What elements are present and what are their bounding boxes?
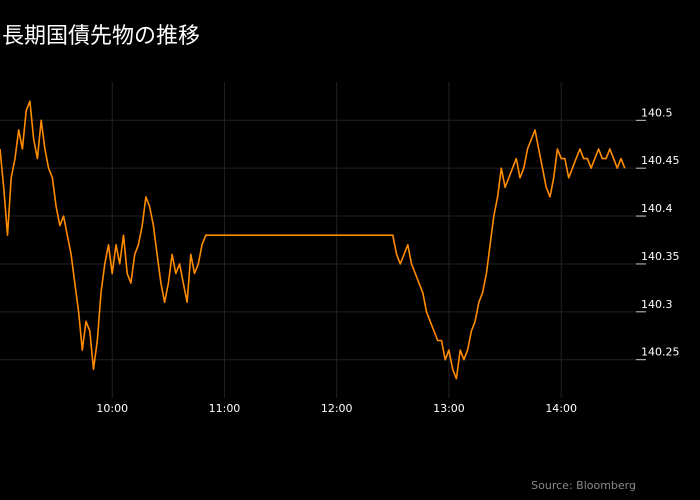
x-tick-label: 10:00 — [96, 402, 128, 415]
grid — [0, 82, 636, 398]
y-tick-label: 140.3 — [641, 298, 673, 311]
x-axis: 10:00 11:00 12:00 13:00 14:00 — [96, 402, 577, 415]
y-axis: 140.25 140.3 140.35 140.4 140.45 140.5 — [636, 106, 680, 361]
x-tick-label: 12:00 — [321, 402, 353, 415]
chart-title: 長期国債先物の推移 — [2, 24, 201, 49]
y-tick-label: 140.35 — [641, 250, 680, 263]
y-tick-label: 140.25 — [641, 346, 680, 359]
y-tick-label: 140.4 — [641, 202, 673, 215]
series-line — [0, 100, 626, 380]
x-tick-label: 13:00 — [433, 402, 465, 415]
x-tick-label: 11:00 — [209, 402, 241, 415]
series-layer — [0, 100, 626, 380]
x-tick-label: 14:00 — [545, 402, 577, 415]
source-note: Source: Bloomberg — [531, 479, 636, 492]
y-tick-label: 140.5 — [641, 106, 673, 119]
y-tick-label: 140.45 — [641, 154, 680, 167]
